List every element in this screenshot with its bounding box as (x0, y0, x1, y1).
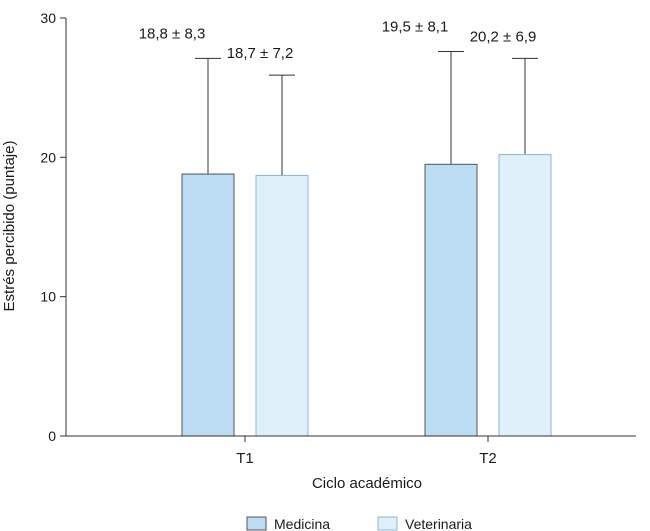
legend: Medicina Veterinaria (246, 516, 472, 531)
bar-medicina-t1 (181, 173, 235, 437)
y-tick-label-20: 20 (40, 149, 56, 165)
x-tick-label-t1: T1 (236, 450, 254, 467)
data-label-medicina-t2: 19,5 ± 8,1 (382, 18, 449, 35)
plot-area: 18,8 ± 8,3 19,5 ± 8,1 18,7 ± 7,2 20,2 ± 6,9 (139, 18, 552, 437)
data-label-veterinaria-t2: 20,2 ± 6,9 (470, 28, 537, 45)
bar-veterinaria-t2 (498, 154, 552, 437)
legend-swatch-veterinaria (377, 516, 398, 531)
legend-swatch-medicina (246, 516, 267, 531)
data-label-veterinaria-t1: 18,7 ± 7,2 (227, 45, 294, 62)
bar-medicina-t2 (424, 163, 478, 437)
y-axis-title: Estrés percibido (puntaje) (1, 141, 18, 312)
legend-label-medicina: Medicina (274, 516, 330, 531)
axes: 0 10 20 30 T1 T2 (40, 10, 636, 467)
y-tick-label-0: 0 (48, 428, 56, 444)
x-axis-title: Ciclo académico (312, 475, 422, 492)
legend-label-veterinaria: Veterinaria (405, 516, 472, 531)
y-tick-label-10: 10 (40, 289, 56, 305)
bar-veterinaria-t1 (255, 174, 309, 437)
data-label-medicina-t1: 18,8 ± 8,3 (139, 25, 206, 42)
x-tick-label-t2: T2 (479, 450, 497, 467)
y-tick-label-30: 30 (40, 10, 56, 26)
